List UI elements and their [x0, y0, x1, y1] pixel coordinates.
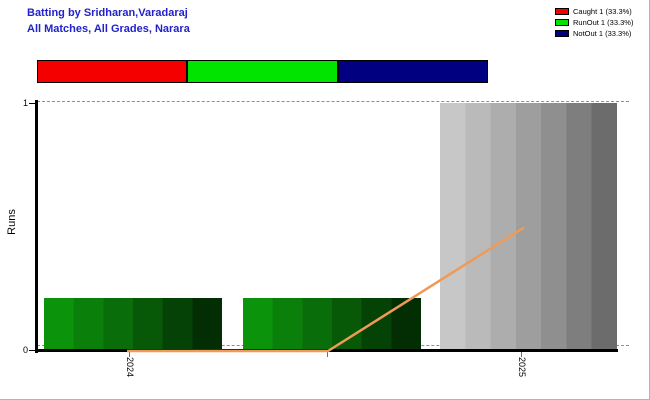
dismissal-segment-runout [187, 60, 338, 83]
legend-label: NotOut 1 (33.3%) [573, 29, 632, 38]
legend-swatch-icon [555, 8, 569, 15]
dismissal-segment-notout [337, 60, 488, 83]
runs-bar-mid [243, 298, 421, 350]
dismissal-segment-caught [37, 60, 188, 83]
dismissal-stacked-bar [37, 60, 488, 83]
x-tick-label-2025: 2025 [517, 357, 527, 378]
y-tick-label-1: 1 [22, 98, 28, 108]
y-axis-label: Runs [6, 209, 18, 235]
legend-label: Caught 1 (33.3%) [573, 7, 632, 16]
y-axis [35, 100, 38, 353]
legend-swatch-icon [555, 19, 569, 26]
page-subtitle: All Matches, All Grades, Narara [27, 23, 190, 35]
legend-item: NotOut 1 (33.3%) [555, 29, 633, 38]
x-tick-mid [327, 352, 328, 357]
runs-bar-2025 [440, 103, 617, 350]
y-tick-1 [29, 103, 35, 104]
legend-label: RunOut 1 (33.3%) [573, 18, 634, 27]
runs-bar-2024 [44, 298, 222, 350]
gridline-value-1 [37, 101, 629, 102]
y-tick-label-0: 0 [22, 345, 28, 355]
y-tick-0 [29, 350, 35, 351]
x-tick-label-2024: 2024 [125, 357, 135, 378]
legend: Caught 1 (33.3%) RunOut 1 (33.3%) NotOut 1… [555, 7, 633, 40]
legend-item: Caught 1 (33.3%) [555, 7, 633, 16]
legend-item: RunOut 1 (33.3%) [555, 18, 633, 27]
page-title: Batting by Sridharan,Varadaraj [27, 7, 188, 19]
chart-title-block: Batting by Sridharan,Varadaraj All Match… [27, 5, 190, 37]
x-tick-2024 [129, 352, 130, 357]
x-tick-2025 [521, 352, 522, 357]
legend-swatch-icon [555, 30, 569, 37]
